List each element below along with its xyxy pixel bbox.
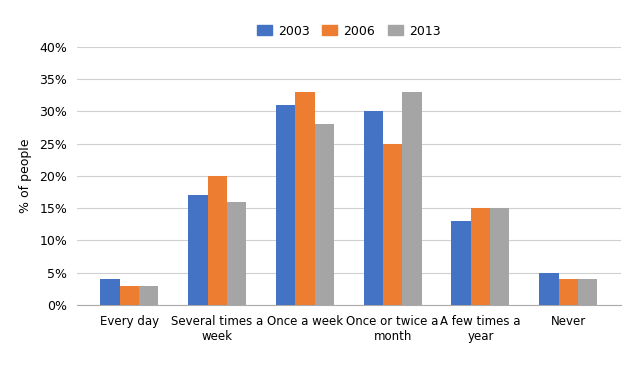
Bar <box>207 176 227 305</box>
Bar <box>403 92 422 305</box>
Bar <box>315 124 334 305</box>
Bar <box>578 279 597 305</box>
Bar <box>383 143 403 305</box>
Bar <box>540 273 559 305</box>
Bar <box>188 196 207 305</box>
Bar <box>490 208 509 305</box>
Y-axis label: % of people: % of people <box>19 139 32 213</box>
Bar <box>227 202 246 305</box>
Bar <box>276 105 295 305</box>
Legend: 2003, 2006, 2013: 2003, 2006, 2013 <box>252 20 445 43</box>
Bar <box>559 279 578 305</box>
Bar <box>120 285 139 305</box>
Bar <box>451 221 471 305</box>
Bar <box>100 279 120 305</box>
Bar <box>471 208 490 305</box>
Bar <box>295 92 315 305</box>
Bar <box>364 111 383 305</box>
Bar <box>139 285 159 305</box>
